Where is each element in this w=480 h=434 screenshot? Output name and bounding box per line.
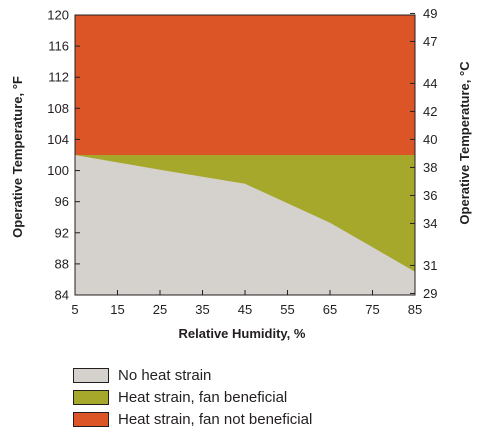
x-tick-label: 55 — [280, 302, 294, 317]
legend-item: Heat strain, fan not beneficial — [73, 408, 312, 430]
x-tick-label: 75 — [365, 302, 379, 317]
x-tick-label: 5 — [71, 302, 78, 317]
legend: No heat strain Heat strain, fan benefici… — [73, 364, 312, 430]
x-tick-label: 35 — [195, 302, 209, 317]
y-tick-label: 120 — [47, 8, 69, 23]
chart-regions — [75, 15, 415, 295]
y2-tick-label: 38 — [423, 160, 437, 175]
x-tick-label: 15 — [110, 302, 124, 317]
y-tick-label: 104 — [47, 132, 69, 147]
x-axis: 5 15 25 35 45 55 65 75 85 — [71, 290, 422, 317]
y-tick-label: 112 — [48, 70, 69, 85]
legend-swatch — [73, 389, 109, 405]
y2-tick-label: 36 — [423, 188, 437, 203]
legend-swatch — [73, 367, 109, 383]
y2-tick-label: 44 — [423, 76, 437, 91]
y-tick-label: 108 — [47, 101, 69, 116]
y-tick-label: 84 — [55, 288, 69, 303]
y2-tick-label: 29 — [423, 286, 437, 301]
y2-axis-title: Operative Temperature, °C — [457, 61, 472, 225]
legend-swatch — [73, 411, 109, 427]
y2-tick-label: 40 — [423, 132, 437, 147]
x-tick-label: 25 — [153, 302, 167, 317]
legend-item: No heat strain — [73, 364, 312, 386]
x-tick-label: 65 — [323, 302, 337, 317]
y2-tick-label: 34 — [423, 216, 437, 231]
legend-item: Heat strain, fan beneficial — [73, 386, 312, 408]
y2-tick-label: 31 — [423, 258, 437, 273]
legend-label: No heat strain — [118, 366, 212, 384]
y-axis-title: Operative Temperature, °F — [10, 76, 25, 238]
y-tick-label: 100 — [47, 163, 69, 178]
y-tick-label: 92 — [55, 225, 69, 240]
y2-tick-label: 42 — [423, 104, 437, 119]
region-no-heat-strain — [75, 155, 415, 295]
x-axis-title: Relative Humidity, % — [179, 326, 306, 341]
x-tick-label: 85 — [408, 302, 422, 317]
y-tick-label: 88 — [55, 256, 69, 271]
legend-label: Heat strain, fan beneficial — [118, 388, 288, 406]
y-axis-left: 84 88 92 96 100 104 108 112 116 120 — [47, 8, 80, 303]
chart: 5 15 25 35 45 55 65 75 85 84 88 92 96 100 104 108 112 11… — [10, 6, 472, 341]
x-tick-label: 45 — [238, 302, 252, 317]
y-axis-right: 29 31 34 36 38 40 42 44 47 49 — [410, 6, 437, 301]
y-tick-label: 116 — [48, 39, 69, 54]
y-tick-label: 96 — [55, 194, 69, 209]
y2-tick-label: 47 — [423, 34, 437, 49]
y2-tick-label: 49 — [423, 6, 437, 21]
legend-label: Heat strain, fan not beneficial — [118, 410, 313, 428]
